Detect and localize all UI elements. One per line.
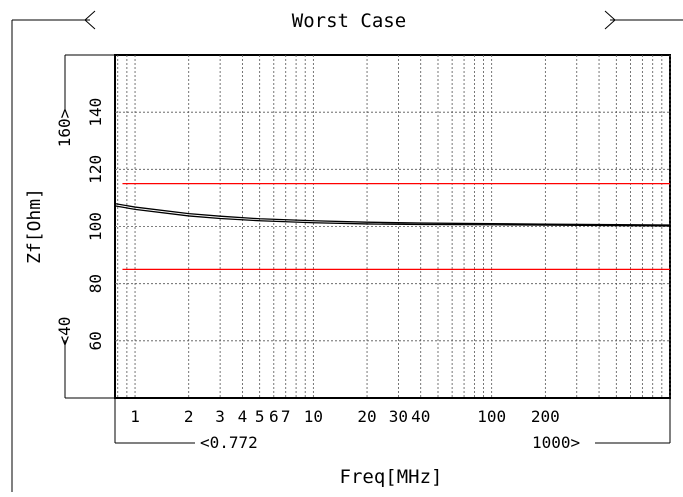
x-tick-label: 7: [281, 407, 291, 426]
x-axis-label: Freq[MHz]: [340, 466, 443, 488]
x-tick-label: 100: [477, 407, 506, 426]
y-tick-label: 140: [86, 98, 105, 127]
series-lines: [114, 202, 671, 227]
y-axis-label: Zf[Ohm]: [24, 188, 45, 264]
x-tick-label: 30: [389, 407, 408, 426]
x-tick-label: 10: [304, 407, 323, 426]
tick-labels: 1 2 3 4 5 6 7 10 20 30 40 100 200 60 80 100 120 140: [86, 98, 560, 426]
y-tick-label: 60: [86, 331, 105, 350]
x-tick-label: 6: [269, 407, 279, 426]
x-tick-label: 200: [531, 407, 560, 426]
x-tick-label: 4: [238, 407, 248, 426]
chart-title: Worst Case: [292, 10, 406, 32]
title-right-chevron-icon: [604, 10, 616, 30]
grid: [115, 55, 671, 398]
y-tick-label: 80: [86, 274, 105, 293]
frame-lines: [11, 10, 683, 492]
series-line: [114, 205, 671, 227]
x-tick-label: 2: [184, 407, 194, 426]
x-tick-label: 40: [411, 407, 430, 426]
y-tick-label: 100: [86, 212, 105, 241]
y-range-max-label: 160>: [55, 109, 74, 148]
x-range-max-label: 1000>: [532, 433, 580, 452]
x-tick-label: 20: [357, 407, 376, 426]
y-tick-label: 120: [86, 155, 105, 184]
x-tick-label: 1: [130, 407, 140, 426]
limit-lines: [122, 183, 670, 270]
series-line: [114, 202, 671, 226]
x-range-min-label: <0.772: [200, 433, 258, 452]
x-tick-label: 5: [255, 407, 265, 426]
title-left-chevron-icon: [84, 10, 96, 30]
x-tick-label: 3: [215, 407, 225, 426]
y-range-min-label: <40: [55, 317, 74, 346]
